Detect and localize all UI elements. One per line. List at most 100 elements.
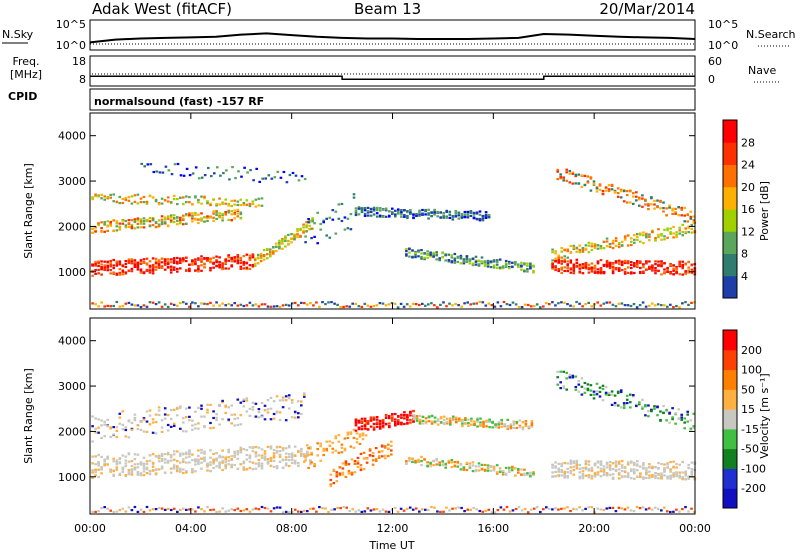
power-cell bbox=[587, 241, 591, 244]
power-cell bbox=[578, 265, 582, 268]
velocity-cell bbox=[357, 509, 361, 512]
power-cell bbox=[575, 250, 579, 253]
velocity-cell bbox=[127, 469, 131, 472]
power-cell bbox=[481, 301, 485, 304]
power-cell bbox=[309, 302, 312, 305]
velocity-cell bbox=[611, 468, 615, 471]
velocity-cell bbox=[686, 420, 689, 423]
velocity-cell bbox=[551, 471, 554, 474]
velocity-cell bbox=[142, 467, 146, 470]
power-cell bbox=[657, 269, 660, 272]
velocity-cell bbox=[378, 425, 382, 428]
power-cell bbox=[94, 303, 97, 306]
velocity-cell bbox=[212, 410, 215, 413]
velocity-cell bbox=[378, 419, 382, 422]
velocity-cell bbox=[182, 460, 185, 463]
power-colorbar-seg-2 bbox=[723, 231, 737, 254]
velocity-cell bbox=[380, 450, 384, 453]
power-cell bbox=[124, 224, 128, 227]
power-cell bbox=[565, 168, 568, 171]
velocity-cell bbox=[371, 459, 375, 462]
power-cell bbox=[469, 211, 473, 214]
power-cell bbox=[478, 210, 482, 213]
velocity-cell bbox=[518, 419, 522, 422]
velocity-cell bbox=[263, 418, 267, 421]
velocity-cell bbox=[480, 468, 484, 471]
velocity-cell bbox=[644, 405, 647, 408]
power-cell bbox=[501, 265, 505, 269]
velocity-cell bbox=[387, 447, 390, 450]
velocity-cell bbox=[157, 413, 161, 417]
power-cell bbox=[158, 171, 162, 174]
power-cell bbox=[619, 196, 623, 199]
velocity-cell bbox=[473, 422, 476, 425]
power-cell bbox=[245, 253, 249, 256]
power-cell bbox=[121, 197, 125, 200]
velocity-cell bbox=[185, 508, 188, 511]
power-cell bbox=[253, 262, 257, 265]
power-cell bbox=[602, 240, 606, 244]
power-cell bbox=[354, 211, 358, 214]
power-cell bbox=[426, 250, 429, 253]
velocity-cell bbox=[306, 510, 309, 513]
velocity-cell bbox=[406, 418, 409, 421]
velocity-cell bbox=[638, 507, 642, 510]
power-cell bbox=[322, 219, 325, 222]
power-cell bbox=[185, 302, 188, 305]
power-cell bbox=[626, 304, 630, 307]
velocity-cell bbox=[236, 453, 240, 456]
velocity-cell bbox=[479, 424, 482, 427]
power-cell bbox=[127, 258, 131, 261]
velocity-cell bbox=[360, 428, 364, 431]
power-cell bbox=[302, 231, 305, 234]
power-colorbar-seg-6 bbox=[723, 142, 737, 165]
power-cell bbox=[115, 225, 119, 228]
power-cell bbox=[472, 211, 476, 214]
power-cell bbox=[504, 265, 508, 268]
power-cell bbox=[243, 166, 246, 169]
velocity-cell bbox=[486, 467, 490, 470]
velocity-cell bbox=[378, 510, 382, 513]
power-cell bbox=[639, 260, 642, 263]
velocity-cell bbox=[139, 461, 143, 464]
velocity-cell bbox=[509, 427, 513, 430]
power-cell bbox=[653, 304, 657, 307]
velocity-cell bbox=[584, 466, 588, 469]
velocity-cell bbox=[590, 469, 594, 472]
power-cell bbox=[484, 215, 488, 218]
velocity-cell bbox=[145, 462, 149, 466]
velocity-cell bbox=[449, 417, 452, 420]
velocity-cell bbox=[495, 472, 499, 475]
power-cell bbox=[251, 202, 255, 205]
power-cell bbox=[554, 252, 557, 255]
power-cell bbox=[598, 188, 602, 191]
velocity-cell bbox=[306, 450, 309, 453]
velocity-cell bbox=[248, 446, 252, 449]
power-cell bbox=[346, 227, 350, 230]
power-cell bbox=[644, 198, 647, 201]
power-cell bbox=[611, 270, 615, 273]
velocity-cell bbox=[583, 387, 587, 390]
velocity-cell bbox=[666, 510, 669, 513]
velocity-cell bbox=[377, 456, 381, 459]
power-cell bbox=[109, 224, 112, 227]
power-cell bbox=[614, 261, 618, 264]
velocity-cell bbox=[560, 507, 563, 510]
power-cell bbox=[569, 250, 573, 254]
power-cell bbox=[103, 230, 106, 233]
velocity-cell bbox=[454, 507, 457, 510]
velocity-cell bbox=[290, 454, 294, 457]
power-cell bbox=[412, 213, 415, 216]
velocity-cell bbox=[599, 508, 603, 511]
velocity-cell bbox=[221, 418, 224, 421]
power-cell bbox=[234, 177, 237, 180]
power-cell bbox=[194, 213, 197, 216]
velocity-cell bbox=[284, 510, 288, 513]
power-cell bbox=[381, 208, 385, 211]
velocity-cell bbox=[347, 472, 351, 475]
velocity-cell bbox=[242, 398, 246, 401]
power-cell bbox=[495, 266, 499, 269]
power-cell bbox=[218, 214, 221, 218]
power-cell bbox=[348, 305, 351, 308]
velocity-cell bbox=[613, 401, 617, 405]
